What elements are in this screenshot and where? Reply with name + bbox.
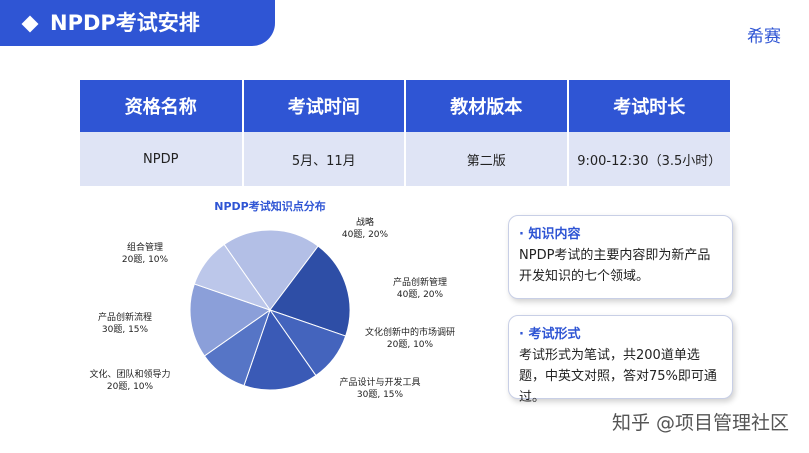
card: · 知识内容 NPDP考试的主要内容即为新产品开发知识的七个领域。 [508,215,733,299]
pie-slice [269,245,351,337]
slice-label: 产品创新流程 [98,311,152,323]
table-row: NPDP 5月、11月 第二版 9:00-12:30（3.5小时） [80,132,730,186]
cell: 第二版 [405,132,569,186]
header-title: NPDP考试安排 [50,11,200,35]
card-text: 考试形式为笔试，共200道单选题，中英文对照，答对75%即可通过。 [519,348,717,405]
slice-value-label: 20题, 10% [387,339,434,350]
chart-title: NPDP考试知识点分布 [214,199,325,213]
column-header: 教材版本 [405,80,569,132]
slice-label: 组合管理 [127,241,163,253]
watermark: 知乎 @项目管理社区 [611,412,789,434]
slice-label: 文化创新中的市场调研 [365,326,455,338]
column-header: 考试时长 [567,80,730,132]
slice-label: 产品创新管理 [393,276,447,288]
slice-label: 文化、团队和领导力 [89,368,170,380]
card: · 考试形式 考试形式为笔试，共200道单选题，中英文对照，答对75%即可通过。 [508,315,733,405]
slice-value-label: 30题, 15% [102,324,149,335]
column-header: 资格名称 [80,80,244,132]
slice-value-label: 20题, 10% [122,254,169,265]
slice-value-label: 30题, 15% [357,389,404,400]
pie-slice [193,243,272,311]
cell: NPDP [80,132,244,186]
pie-slice [223,229,319,311]
card-text: NPDP考试的主要内容即为新产品开发知识的七个领域。 [519,248,711,284]
cell: 5月、11月 [242,132,406,186]
slice-label: 战略 [356,216,374,228]
cell: 9:00-12:30（3.5小时） [567,132,730,186]
card-title: · 考试形式 [519,327,581,342]
logo: 希赛 [747,27,781,47]
column-header: 考试时间 [242,80,406,132]
slice-value-label: 40题, 20% [397,289,444,300]
slice-value-label: 40题, 20% [342,229,389,240]
header-banner: NPDP考试安排 [0,0,275,46]
slice-label: 产品设计与开发工具 [339,376,420,388]
pie-slice [243,308,317,391]
table: 资格名称 考试时间 教材版本 考试时长 NPDP 5月、11月 第二版 9:00… [80,80,730,186]
pie-slice [189,283,272,357]
table-header: 资格名称 考试时间 教材版本 考试时长 [80,80,730,132]
card-title: · 知识内容 [519,227,581,242]
slice-value-label: 20题, 10% [107,381,154,392]
